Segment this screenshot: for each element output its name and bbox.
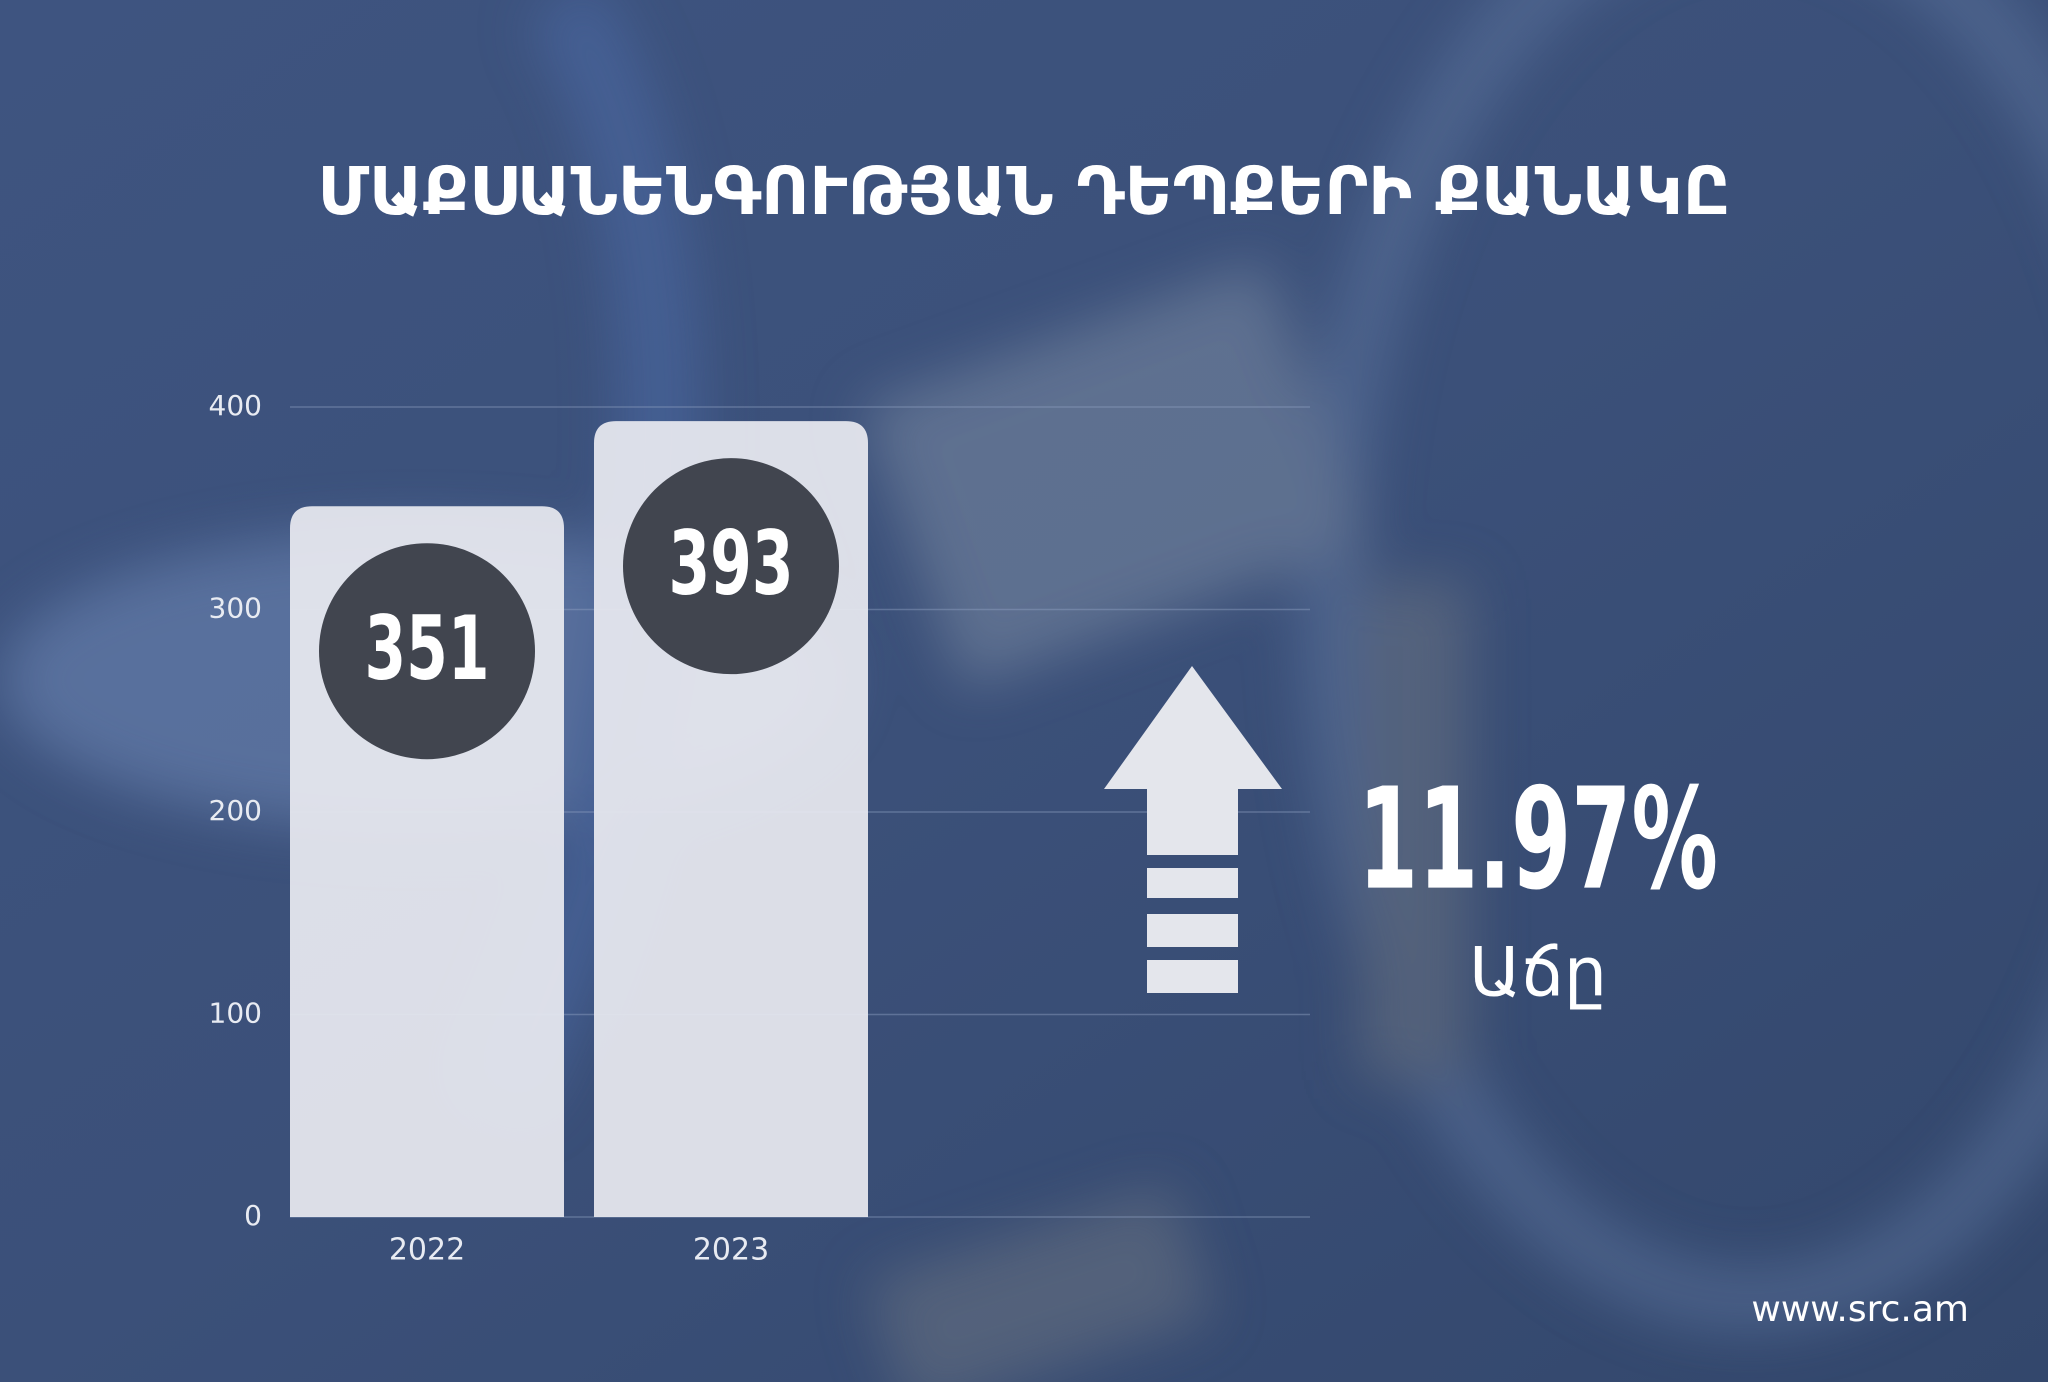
x-tick-label: 2022 [389, 1233, 465, 1268]
y-tick-label: 300 [209, 592, 262, 625]
arrow-head [1104, 666, 1282, 789]
arrow-stripe [1147, 914, 1238, 947]
value-badge [319, 543, 535, 760]
growth-caption: Աճը [1469, 934, 1607, 1013]
value-badge [623, 458, 839, 675]
y-tick-label: 0 [244, 1199, 262, 1232]
y-tick-label: 400 [209, 389, 262, 422]
growth-value: 11.97% [1358, 759, 1718, 922]
arrow-stripe [1147, 960, 1238, 993]
plot-area: 0 100 200 300 400 351 2022 393 2023 [209, 389, 1310, 1268]
footer-url: www.src.am [1751, 1289, 1969, 1330]
y-tick-label: 100 [209, 997, 262, 1030]
chart-title: ՄԱՔՍԱՆԵՆԳՈՒԹՅԱՆ ԴԵՊՔԵՐԻ ՔԱՆԱԿԸ [318, 153, 1731, 230]
x-tick-label: 2023 [693, 1233, 769, 1268]
value-label: 351 [365, 597, 490, 700]
value-label: 393 [669, 512, 794, 615]
growth-arrow [1104, 666, 1282, 993]
y-tick-label: 200 [209, 794, 262, 827]
arrow-shaft [1147, 789, 1238, 855]
arrow-stripe [1147, 868, 1238, 898]
